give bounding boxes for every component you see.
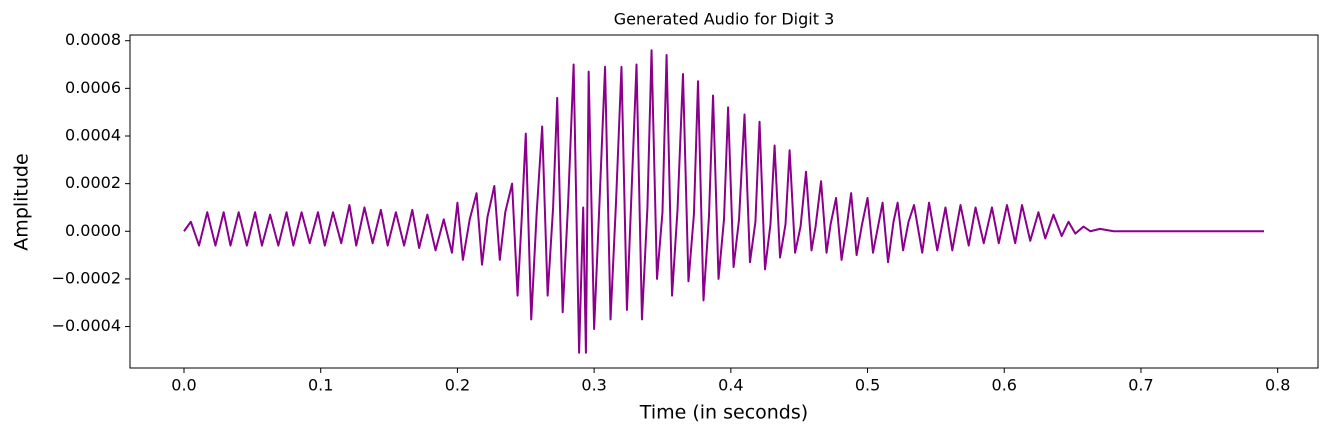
x-tick-label: 0.0 bbox=[171, 376, 196, 395]
y-tick-label: 0.0002 bbox=[65, 173, 121, 192]
y-tick-label: 0.0006 bbox=[65, 78, 121, 97]
x-tick-label: 0.3 bbox=[581, 376, 606, 395]
x-tick-label: 0.7 bbox=[1128, 376, 1153, 395]
y-tick-label: −0.0004 bbox=[52, 316, 121, 335]
y-tick-label: 0.0004 bbox=[65, 125, 121, 144]
x-tick-label: 0.2 bbox=[445, 376, 470, 395]
x-axis-label: Time (in seconds) bbox=[639, 402, 808, 424]
waveform-line bbox=[183, 49, 1264, 354]
x-tick-label: 0.1 bbox=[308, 376, 333, 395]
x-tick-label: 0.4 bbox=[718, 376, 743, 395]
y-axis-label: Amplitude bbox=[11, 153, 33, 250]
y-tick-label: 0.0008 bbox=[65, 30, 121, 49]
x-tick-label: 0.8 bbox=[1265, 376, 1290, 395]
y-tick-label: −0.0002 bbox=[52, 268, 121, 287]
plot-frame bbox=[129, 34, 1319, 369]
x-tick-label: 0.5 bbox=[855, 376, 880, 395]
x-tick-label: 0.6 bbox=[992, 376, 1017, 395]
y-tick-label: 0.0000 bbox=[65, 221, 121, 240]
chart-title: Generated Audio for Digit 3 bbox=[614, 10, 835, 29]
